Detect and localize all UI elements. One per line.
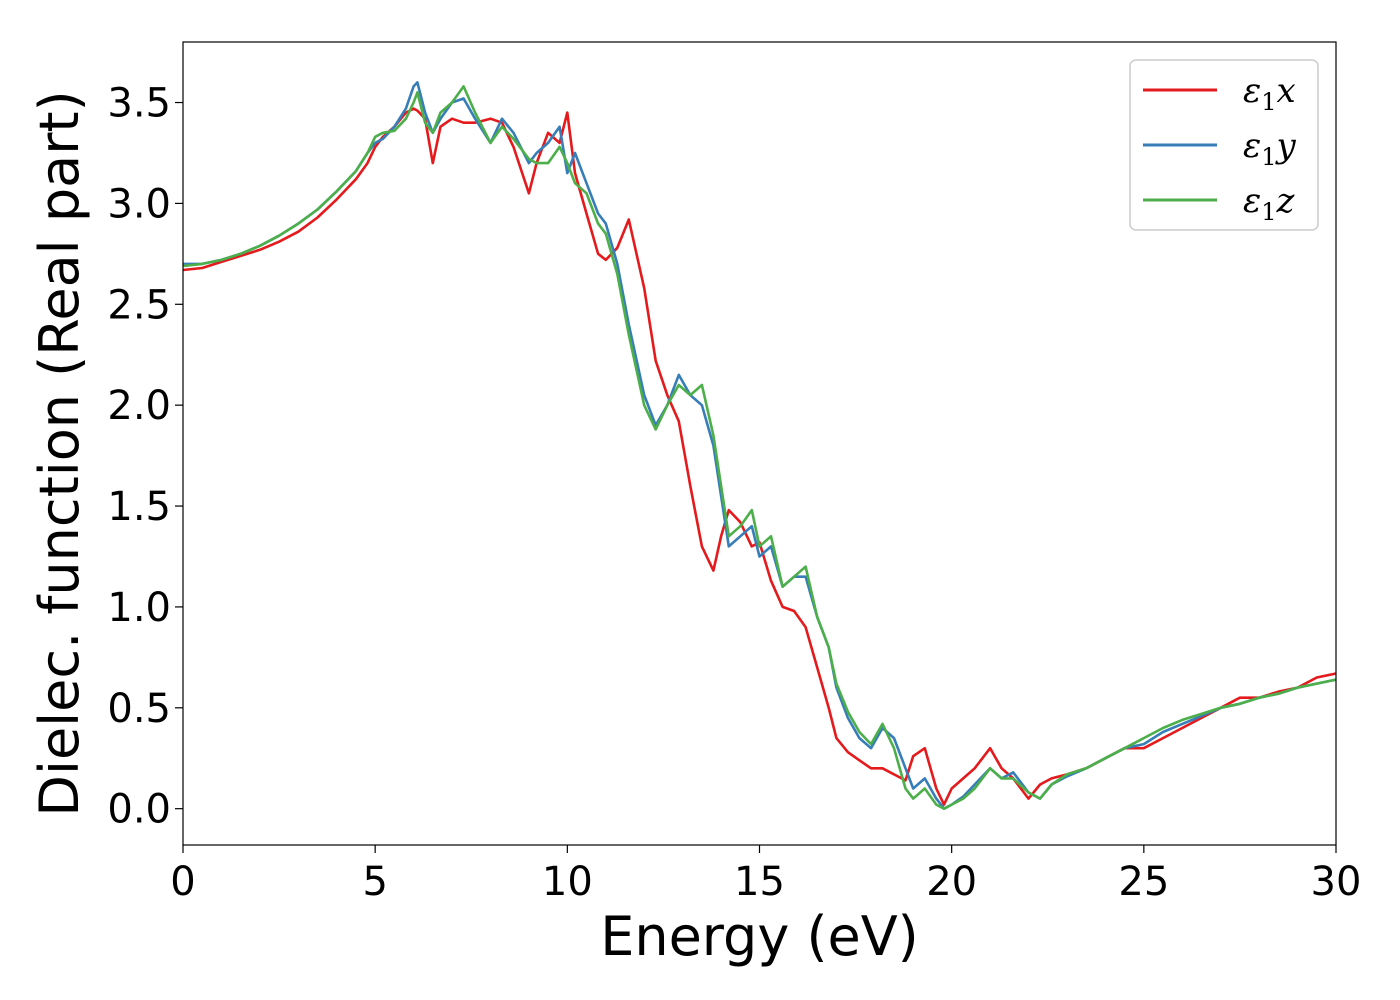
x-tick-label: 0: [170, 859, 195, 905]
legend-label-z: ε1z: [1243, 181, 1296, 226]
legend: ε1x ε1y ε1z: [1129, 59, 1319, 231]
x-tick-label: 20: [926, 859, 977, 905]
y-tick-label: 1.5: [107, 484, 171, 530]
x-tick-label: 25: [1118, 859, 1169, 905]
y-tick-label: 3.5: [107, 81, 171, 127]
x-tick-label: 10: [542, 859, 593, 905]
x-tick-label: 5: [362, 859, 387, 905]
y-tick-label: 1.0: [107, 585, 171, 631]
legend-box: [1129, 59, 1319, 231]
y-tick-label: 2.5: [107, 282, 171, 328]
y-tick-label: 0.5: [107, 686, 171, 732]
y-axis-label: Dielec. function (Real part): [28, 90, 91, 816]
y-axis: 0.0 0.5 1.0 1.5 2.0 2.5 3.0 3.5: [107, 81, 183, 833]
y-tick-label: 3.0: [107, 181, 171, 227]
x-tick-label: 15: [734, 859, 785, 905]
y-tick-label: 2.0: [107, 383, 171, 429]
series-layer: [182, 81, 1337, 810]
series-line-z: [182, 85, 1337, 810]
legend-label-y: ε1y: [1243, 126, 1297, 171]
x-axis-label: Energy (eV): [600, 905, 919, 968]
y-tick-label: 0.0: [107, 787, 171, 833]
legend-label-x: ε1x: [1243, 71, 1296, 116]
x-tick-label: 30: [1311, 859, 1362, 905]
x-axis: 0 5 10 15 20 25 30: [170, 845, 1361, 905]
